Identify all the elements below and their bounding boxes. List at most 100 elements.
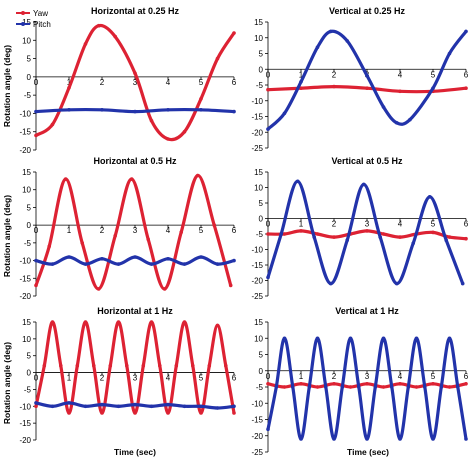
chart-panel-2: Vertical at 0.25 Hz-25-20-15-10-50510150… (251, 6, 468, 153)
data-point-pitch (439, 385, 444, 389)
x-tick-label: 1 (67, 78, 72, 87)
data-point-yaw (199, 97, 203, 101)
x-tick-label: 0 (266, 70, 271, 79)
chart-title: Horizontal at 1 Hz (97, 306, 173, 316)
data-point-pitch (116, 262, 121, 266)
x-tick-label: 4 (166, 374, 171, 383)
data-point-pitch (447, 336, 452, 341)
data-point-yaw (146, 237, 150, 242)
y-tick-label: 0 (259, 367, 264, 376)
data-point-yaw (179, 230, 183, 234)
series-line-pitch (266, 29, 468, 131)
data-point-pitch (133, 402, 137, 407)
data-point-pitch (232, 109, 236, 114)
data-point-pitch (307, 385, 312, 389)
x-tick-label: 5 (431, 372, 436, 381)
data-point-pitch (408, 117, 412, 122)
data-point-pitch (299, 80, 303, 84)
data-point-pitch (166, 402, 170, 407)
data-point-yaw (228, 283, 233, 288)
data-point-yaw (464, 382, 468, 386)
x-tick-label: 4 (166, 78, 171, 87)
x-tick-label: 5 (199, 78, 204, 87)
data-point-yaw (96, 23, 101, 28)
data-point-pitch (345, 238, 350, 242)
legend-label: Pitch (33, 20, 51, 29)
data-point-yaw (141, 364, 146, 368)
y-tick-label: 15 (254, 318, 263, 327)
y-tick-label: 15 (254, 18, 263, 27)
data-point-pitch (100, 402, 104, 407)
data-point-yaw (315, 232, 320, 236)
data-point-pitch (348, 336, 353, 341)
data-point-pitch (232, 258, 236, 263)
data-point-yaw (59, 364, 63, 368)
y-tick-label: -15 (19, 128, 31, 137)
data-point-yaw (282, 385, 287, 389)
x-axis-label: Time (sec) (114, 447, 156, 457)
y-tick-label: -25 (251, 292, 263, 301)
data-point-yaw (158, 364, 162, 368)
y-tick-label: -5 (24, 385, 32, 394)
y-tick-label: -20 (251, 277, 263, 286)
data-point-pitch (414, 336, 419, 341)
y-tick-label: -20 (19, 436, 31, 445)
x-tick-label: 6 (232, 226, 237, 235)
data-point-yaw (447, 235, 452, 239)
x-tick-label: 5 (199, 226, 204, 235)
data-point-yaw (207, 364, 212, 368)
x-tick-label: 4 (398, 220, 403, 229)
y-tick-label: 5 (259, 199, 264, 208)
x-tick-label: 4 (398, 372, 403, 381)
x-tick-label: 1 (299, 70, 304, 79)
x-tick-label: 2 (332, 70, 337, 79)
data-point-yaw (199, 411, 203, 415)
data-point-pitch (444, 238, 449, 242)
data-point-pitch (299, 437, 303, 441)
data-point-yaw (174, 364, 179, 368)
data-point-pitch (381, 336, 386, 341)
x-tick-label: 4 (398, 70, 403, 79)
data-point-pitch (398, 437, 402, 441)
data-point-pitch (266, 427, 270, 432)
data-point-yaw (129, 177, 134, 181)
data-point-yaw (162, 287, 167, 291)
data-point-yaw (191, 364, 195, 368)
x-tick-label: 6 (464, 372, 469, 381)
data-point-yaw (67, 411, 71, 415)
data-point-pitch (332, 437, 336, 441)
y-tick-label: 10 (22, 186, 31, 195)
data-point-pitch (381, 105, 386, 109)
data-point-yaw (464, 236, 468, 241)
data-point-pitch (406, 385, 411, 389)
data-point-yaw (282, 232, 287, 236)
data-point-yaw (34, 404, 38, 409)
data-point-yaw (464, 86, 468, 90)
legend: Yaw Pitch (16, 9, 51, 29)
y-tick-label: 10 (22, 335, 31, 344)
data-point-yaw (75, 364, 80, 368)
data-point-yaw (83, 320, 88, 324)
data-point-pitch (67, 401, 71, 405)
data-point-pitch (295, 179, 300, 184)
y-tick-label: -15 (251, 416, 263, 425)
data-point-pitch (312, 235, 317, 239)
data-point-pitch (149, 262, 154, 266)
x-tick-label: 4 (166, 226, 171, 235)
data-point-yaw (47, 244, 51, 249)
data-point-yaw (34, 133, 38, 138)
y-tick-label: -10 (19, 402, 31, 411)
chart-title: Horizontal at 0.5 Hz (93, 156, 177, 166)
y-tick-label: -15 (251, 261, 263, 270)
legend-marker (21, 11, 25, 15)
data-point-yaw (67, 86, 71, 90)
x-tick-label: 2 (332, 372, 337, 381)
data-point-yaw (42, 364, 47, 368)
data-point-pitch (199, 255, 203, 259)
y-tick-label: -5 (24, 239, 32, 248)
chart-title: Vertical at 0.5 Hz (331, 156, 403, 166)
data-point-pitch (427, 195, 432, 199)
